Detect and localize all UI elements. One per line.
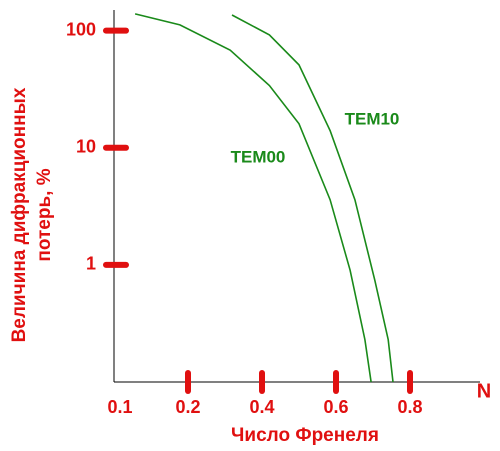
y-tick-label: 0.1 — [107, 397, 132, 417]
x-tick-label: 0.4 — [249, 397, 274, 417]
series-label: TEM00 — [231, 147, 286, 166]
x-axis-title: Число Френеля — [231, 425, 379, 446]
series-line — [231, 14, 394, 383]
y-tick-label: 100 — [66, 19, 96, 39]
y-tick-label: 1 — [86, 254, 96, 274]
y-tick-label: 10 — [76, 136, 96, 156]
series-label: TEM10 — [345, 109, 400, 128]
y-axis-title: потерь, % — [34, 168, 55, 261]
x-tick-label: 0.2 — [175, 397, 200, 417]
x-axis-end-label: N — [477, 380, 491, 402]
series-line — [134, 13, 372, 383]
x-tick-label: 0.8 — [397, 397, 422, 417]
x-tick-label: 0.6 — [323, 397, 348, 417]
y-axis-title: Величина дифракционных — [9, 87, 30, 342]
